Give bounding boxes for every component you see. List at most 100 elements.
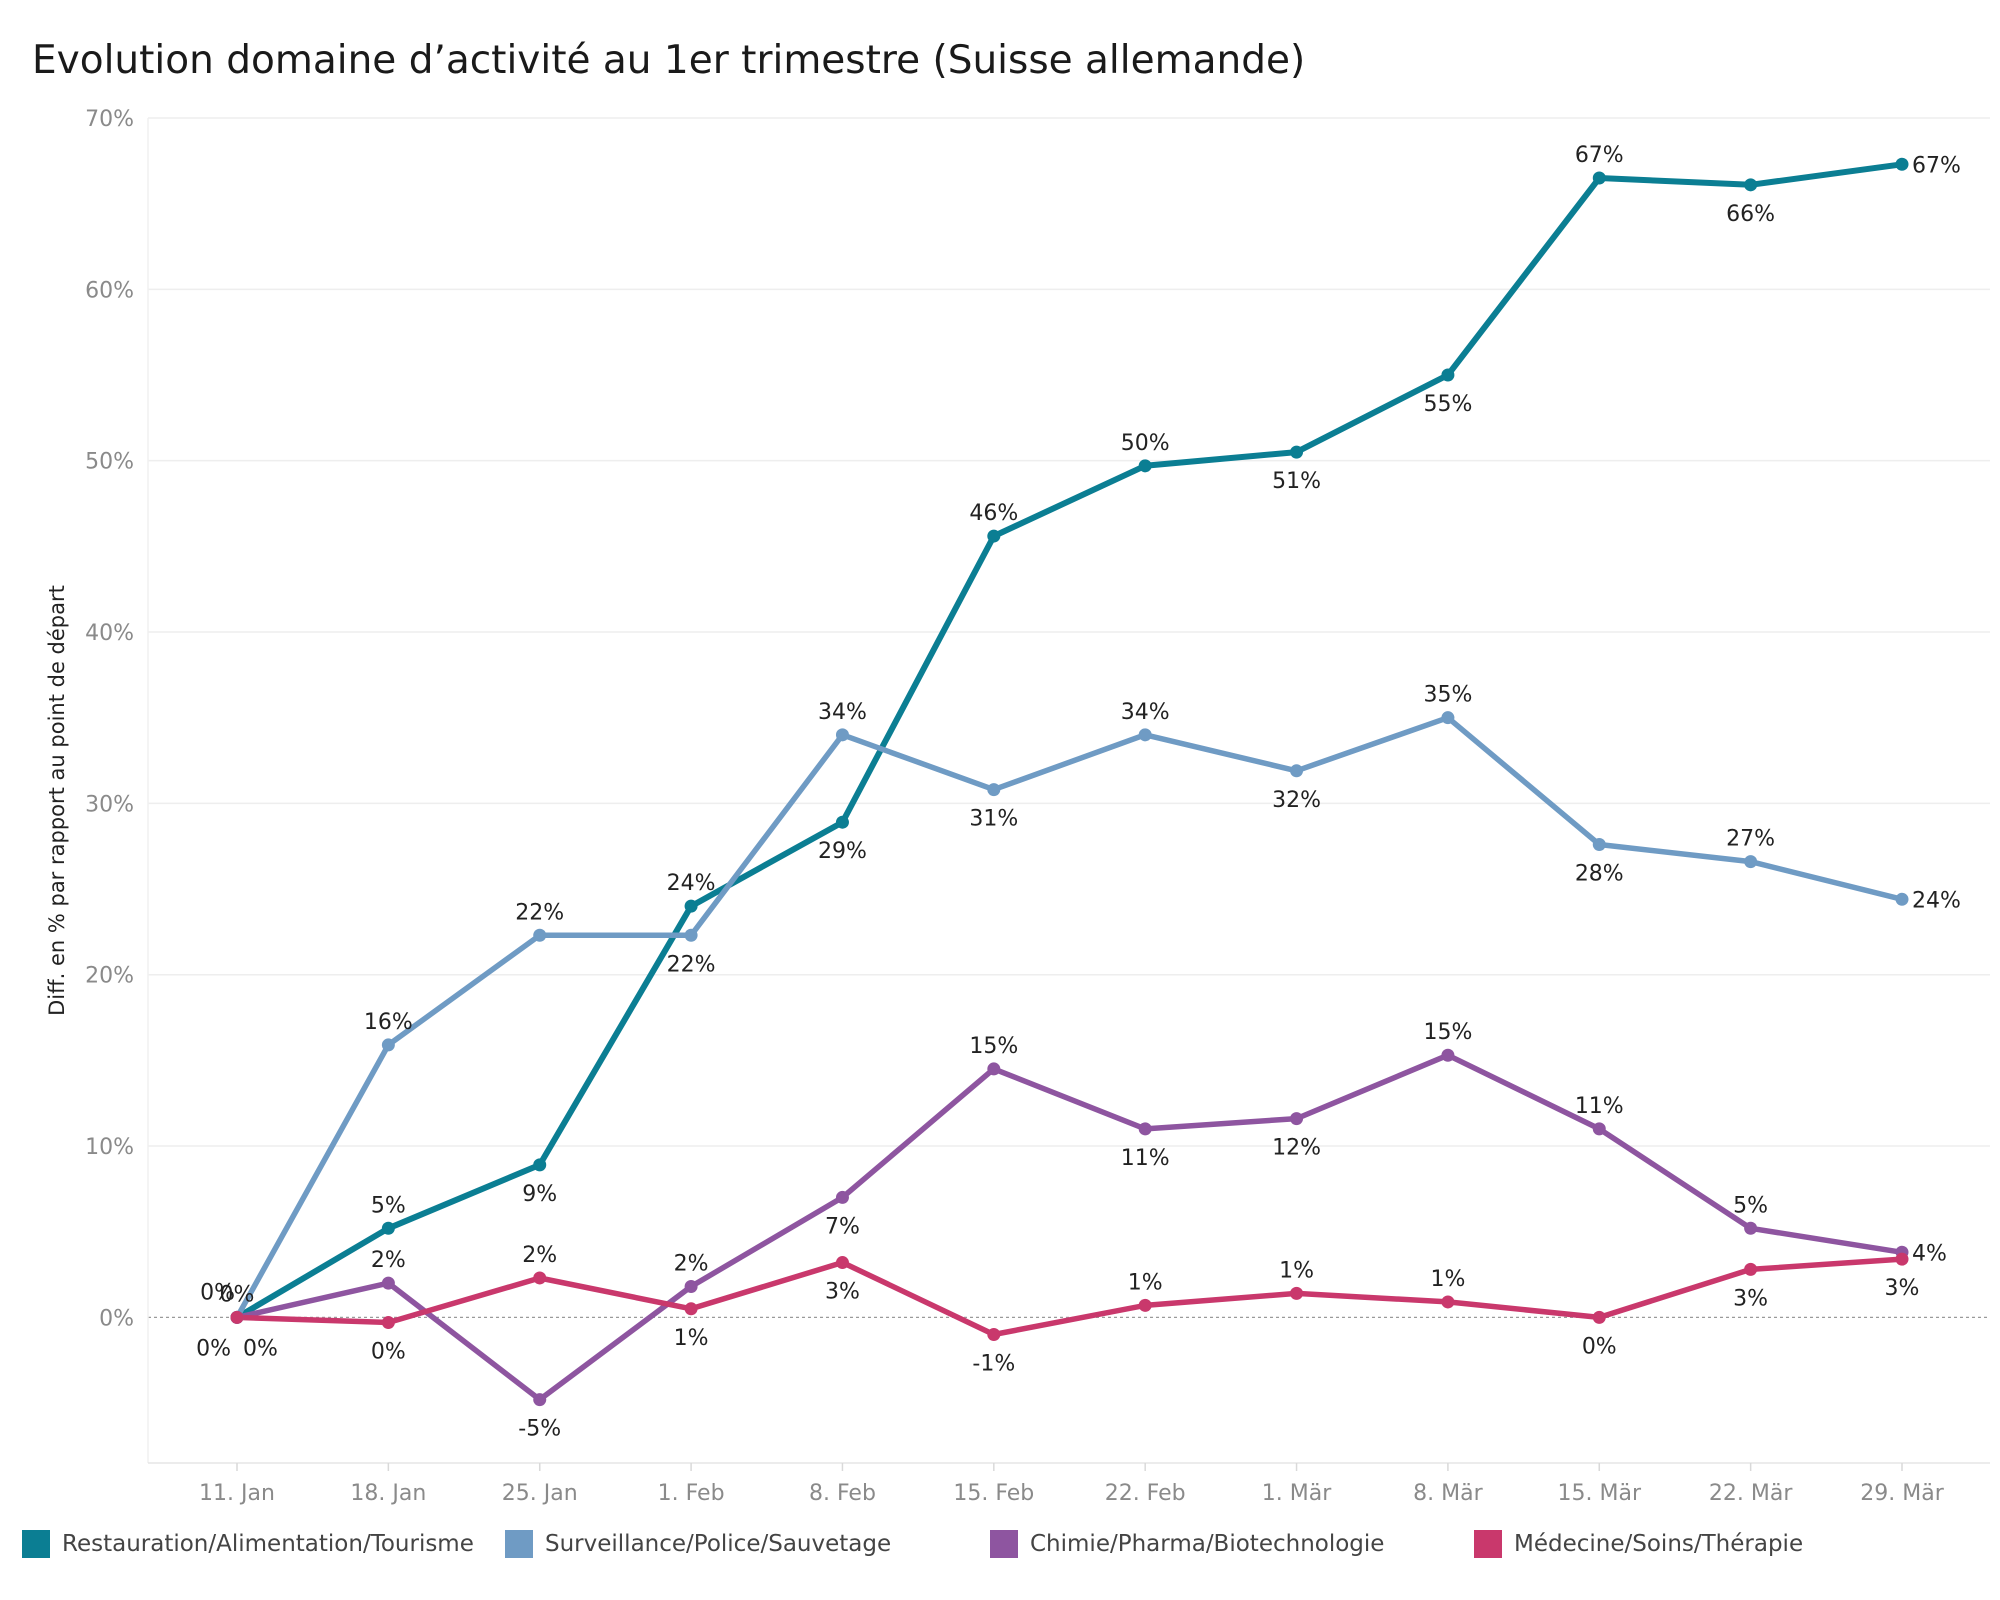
data-point — [987, 1062, 1001, 1076]
data-label: 28% — [1575, 861, 1624, 886]
x-tick-label: 22. Feb — [1105, 1481, 1186, 1506]
data-label: 0% — [220, 1282, 255, 1307]
data-point — [533, 1271, 547, 1285]
legend-swatch — [22, 1530, 50, 1558]
data-label: 31% — [969, 807, 1018, 832]
data-point — [1290, 1286, 1304, 1300]
data-label: 24% — [667, 871, 716, 896]
y-tick-label: 10% — [85, 1135, 134, 1160]
data-label: 27% — [1726, 827, 1775, 852]
data-point — [533, 928, 547, 942]
data-point — [381, 1316, 395, 1330]
data-label: 55% — [1423, 392, 1472, 417]
data-label: 1% — [1430, 1267, 1465, 1292]
data-label: 24% — [1912, 888, 1961, 913]
data-point — [987, 529, 1001, 543]
legend-swatch — [1474, 1530, 1502, 1558]
data-label: 11% — [1121, 1146, 1170, 1171]
x-tick-label: 18. Jan — [350, 1481, 426, 1506]
data-label: 22% — [667, 952, 716, 977]
data-label: 34% — [1121, 700, 1170, 725]
data-label: 29% — [818, 839, 867, 864]
legend-item[interactable]: Surveillance/Police/Sauvetage — [505, 1530, 891, 1558]
x-tick-label: 1. Feb — [658, 1481, 725, 1506]
data-point — [1290, 764, 1304, 778]
data-point — [1138, 728, 1152, 742]
legend-item[interactable]: Médecine/Soins/Thérapie — [1474, 1530, 1803, 1558]
legend-item[interactable]: Chimie/Pharma/Biotechnologie — [990, 1530, 1384, 1558]
chart-title: Evolution domaine d’activité au 1er trim… — [32, 38, 1306, 83]
series-line — [234, 1052, 1905, 1403]
gridlines — [148, 117, 1990, 1318]
data-label: 5% — [371, 1193, 406, 1218]
data-point — [1290, 445, 1304, 459]
data-label: 9% — [522, 1182, 557, 1207]
data-label: 16% — [364, 1010, 413, 1035]
data-label: 66% — [1726, 202, 1775, 227]
data-label: -5% — [518, 1417, 561, 1442]
data-label: 1% — [674, 1326, 709, 1351]
series-lines — [230, 157, 1909, 1407]
y-tick-label: 30% — [85, 792, 134, 817]
legend: Restauration/Alimentation/Tourisme Survei… — [22, 1530, 1982, 1570]
data-label: 11% — [1575, 1094, 1624, 1119]
data-point — [381, 1038, 395, 1052]
x-tick-label: 11. Jan — [199, 1481, 275, 1506]
legend-label: Chimie/Pharma/Biotechnologie — [1030, 1531, 1385, 1557]
data-label: 67% — [1912, 153, 1961, 178]
y-tick-label: 60% — [85, 278, 134, 303]
data-point — [1895, 892, 1909, 906]
data-point — [1744, 1262, 1758, 1276]
data-point — [1895, 157, 1909, 171]
series-line — [234, 161, 1905, 1321]
x-tick-label: 22. Mär — [1709, 1481, 1793, 1506]
x-tick-label: 1. Mär — [1262, 1481, 1332, 1506]
data-point — [684, 899, 698, 913]
data-point — [230, 1310, 244, 1324]
legend-item[interactable]: Restauration/Alimentation/Tourisme — [22, 1530, 474, 1558]
legend-label: Médecine/Soins/Thérapie — [1514, 1531, 1804, 1557]
data-point — [1744, 855, 1758, 869]
x-tick-label: 8. Mär — [1413, 1481, 1483, 1506]
data-label: 50% — [1121, 431, 1170, 456]
y-tick-label: 50% — [85, 450, 134, 475]
x-tick-label: 25. Jan — [502, 1481, 578, 1506]
data-point — [835, 728, 849, 742]
data-label: 7% — [825, 1214, 860, 1239]
data-point — [1138, 1298, 1152, 1312]
data-label: 3% — [1885, 1276, 1920, 1301]
data-label: 0% — [371, 1340, 406, 1365]
data-point — [684, 1280, 698, 1294]
data-point — [1592, 1310, 1606, 1324]
data-label: 46% — [969, 501, 1018, 526]
data-point — [381, 1276, 395, 1290]
data-label: 51% — [1272, 469, 1321, 494]
data-label: 67% — [1575, 143, 1624, 168]
data-point — [1290, 1112, 1304, 1126]
data-label: 2% — [371, 1248, 406, 1273]
data-label: 12% — [1272, 1136, 1321, 1161]
x-tick-label: 8. Feb — [809, 1481, 876, 1506]
data-labels: 0% 5% 9% 24% 29% 46% 50% 51% 55% 67% 66% 67% 0% 16% 22… — [196, 143, 1961, 1442]
legend-swatch — [505, 1530, 533, 1558]
y-tick-label: 70% — [85, 107, 134, 132]
data-point — [381, 1221, 395, 1235]
data-point — [684, 1302, 698, 1316]
data-point — [835, 815, 849, 829]
data-point — [987, 1327, 1001, 1341]
data-label: 15% — [969, 1034, 1018, 1059]
data-point — [1441, 368, 1455, 382]
data-label: -1% — [972, 1351, 1015, 1376]
series-line — [234, 714, 1905, 1321]
data-point — [835, 1256, 849, 1270]
axes: 0% 10% 20% 30% 40% 50% 60% 70% 11. Jan 18. Jan 25.… — [45, 107, 1990, 1506]
legend-label: Restauration/Alimentation/Tourisme — [62, 1531, 474, 1557]
data-point — [1895, 1252, 1909, 1266]
data-label: 32% — [1272, 788, 1321, 813]
data-point — [1138, 459, 1152, 473]
x-tick-label: 15. Mär — [1558, 1481, 1642, 1506]
data-point — [1744, 1221, 1758, 1235]
y-tick-label: 40% — [85, 621, 134, 646]
data-point — [1441, 1295, 1455, 1309]
